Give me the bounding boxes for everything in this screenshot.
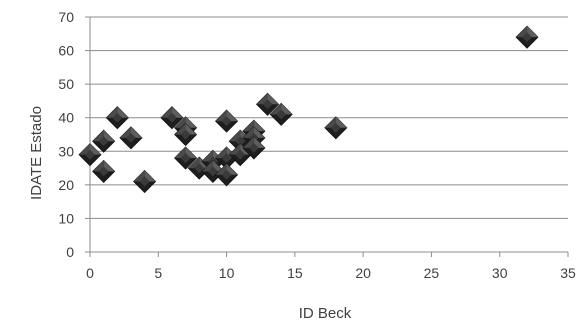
y-tick-label: 50 — [58, 76, 74, 92]
data-point — [255, 92, 280, 116]
data-point — [92, 129, 116, 153]
y-tick-label: 0 — [66, 244, 74, 260]
x-axis-title: ID Beck — [299, 305, 352, 322]
x-tick-label: 35 — [560, 265, 576, 281]
x-tick-label: 20 — [355, 265, 371, 281]
data-point — [160, 106, 184, 130]
data-point — [105, 106, 129, 130]
y-tick-label: 20 — [58, 177, 74, 193]
y-axis-title: IDATE Estado — [28, 106, 45, 200]
x-tick-label: 15 — [287, 265, 303, 281]
axes — [85, 16, 569, 257]
x-tick-label: 10 — [219, 265, 235, 281]
data-point — [215, 109, 239, 133]
x-tick-label: 0 — [86, 265, 94, 281]
y-tick-label: 10 — [58, 210, 74, 226]
data-point — [215, 163, 239, 187]
data-point — [174, 122, 198, 147]
x-tick-label: 25 — [424, 265, 440, 281]
y-tick-label: 40 — [58, 110, 74, 126]
data-point — [78, 143, 102, 167]
data-points — [78, 25, 539, 194]
y-tick-label: 30 — [58, 143, 74, 159]
data-point — [242, 136, 266, 160]
data-point — [324, 116, 348, 140]
x-tick-label: 5 — [154, 265, 162, 281]
x-tick-label: 30 — [492, 265, 508, 281]
data-point — [515, 25, 539, 49]
y-tick-label: 70 — [58, 9, 74, 25]
data-point — [269, 102, 293, 126]
tick-labels: 0 10 20 30 40 50 60 70 0 5 10 15 20 25 30 35 — [58, 9, 576, 281]
data-point — [92, 159, 116, 183]
y-tick-label: 60 — [58, 43, 74, 59]
data-point — [174, 146, 198, 170]
data-point — [133, 169, 157, 194]
data-point — [119, 126, 143, 150]
